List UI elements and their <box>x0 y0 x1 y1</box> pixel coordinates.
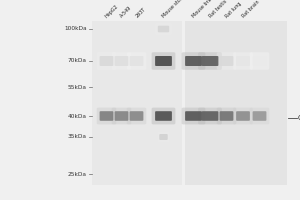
FancyBboxPatch shape <box>130 56 143 66</box>
FancyBboxPatch shape <box>100 111 113 121</box>
Text: CPA4: CPA4 <box>298 115 300 121</box>
Text: 25kDa: 25kDa <box>68 171 87 176</box>
FancyBboxPatch shape <box>217 52 236 70</box>
FancyBboxPatch shape <box>253 56 266 66</box>
FancyBboxPatch shape <box>236 111 250 121</box>
FancyBboxPatch shape <box>182 108 206 124</box>
Text: Rat brain: Rat brain <box>241 0 260 19</box>
Bar <box>92 21 182 185</box>
FancyBboxPatch shape <box>155 56 172 66</box>
FancyBboxPatch shape <box>233 108 253 124</box>
FancyBboxPatch shape <box>233 52 253 70</box>
Text: Rat lung: Rat lung <box>224 1 242 19</box>
Text: 70kDa: 70kDa <box>68 58 87 64</box>
FancyBboxPatch shape <box>100 56 113 66</box>
FancyBboxPatch shape <box>236 56 250 66</box>
FancyBboxPatch shape <box>198 52 222 70</box>
Text: HepG2: HepG2 <box>104 4 120 19</box>
FancyBboxPatch shape <box>250 108 269 124</box>
Text: A-549: A-549 <box>119 5 133 19</box>
FancyBboxPatch shape <box>250 52 269 70</box>
FancyBboxPatch shape <box>155 111 172 121</box>
Text: 40kDa: 40kDa <box>68 114 87 118</box>
Bar <box>185 21 286 185</box>
Text: Mouse brain: Mouse brain <box>191 0 216 19</box>
Text: 55kDa: 55kDa <box>68 85 87 90</box>
FancyBboxPatch shape <box>155 23 172 35</box>
Text: Rat testis: Rat testis <box>208 0 228 19</box>
FancyBboxPatch shape <box>220 111 233 121</box>
FancyBboxPatch shape <box>97 108 116 124</box>
FancyBboxPatch shape <box>202 111 218 121</box>
FancyBboxPatch shape <box>127 108 146 124</box>
Text: Mouse stomach: Mouse stomach <box>161 0 192 19</box>
FancyBboxPatch shape <box>159 134 168 140</box>
Text: 35kDa: 35kDa <box>68 134 87 140</box>
FancyBboxPatch shape <box>115 111 128 121</box>
FancyBboxPatch shape <box>198 108 222 124</box>
FancyBboxPatch shape <box>253 111 266 121</box>
FancyBboxPatch shape <box>112 52 131 70</box>
Text: 100kDa: 100kDa <box>64 26 87 31</box>
FancyBboxPatch shape <box>158 132 169 142</box>
FancyBboxPatch shape <box>152 52 176 70</box>
FancyBboxPatch shape <box>220 56 233 66</box>
FancyBboxPatch shape <box>127 52 146 70</box>
FancyBboxPatch shape <box>112 108 131 124</box>
FancyBboxPatch shape <box>182 52 206 70</box>
FancyBboxPatch shape <box>130 111 143 121</box>
FancyBboxPatch shape <box>202 56 218 66</box>
FancyBboxPatch shape <box>217 108 236 124</box>
FancyBboxPatch shape <box>185 111 202 121</box>
Text: 293T: 293T <box>134 7 147 19</box>
FancyBboxPatch shape <box>97 52 116 70</box>
FancyBboxPatch shape <box>115 56 128 66</box>
FancyBboxPatch shape <box>158 26 169 32</box>
FancyBboxPatch shape <box>152 108 176 124</box>
FancyBboxPatch shape <box>185 56 202 66</box>
